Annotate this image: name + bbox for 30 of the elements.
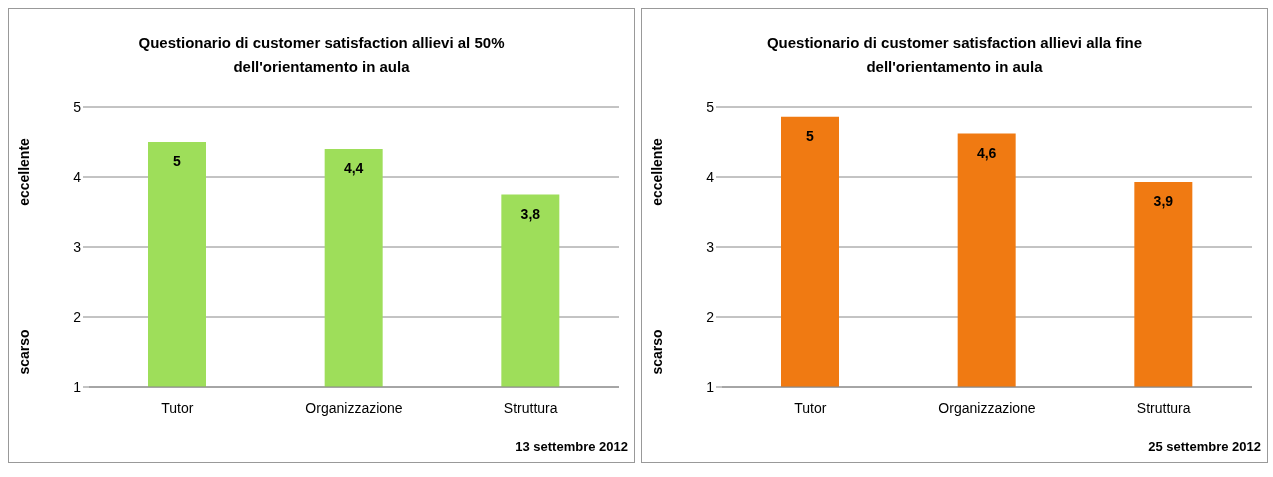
data-label: 5 <box>173 153 182 169</box>
text: scarso <box>649 329 665 375</box>
x-tick-label: Struttura <box>1136 399 1191 416</box>
y-tick-label: 2 <box>706 308 715 325</box>
y-tick-label: 1 <box>73 378 82 395</box>
y-tick-label: 3 <box>706 238 715 255</box>
data-label: 3,8 <box>520 205 541 222</box>
y-tick-label: 1 <box>706 378 715 395</box>
data-label: 3,9 <box>1153 192 1174 209</box>
text: eccellente <box>649 137 665 206</box>
y-tick-label: 2 <box>73 308 82 325</box>
y-tick-label: 4 <box>706 168 715 185</box>
text: scarso <box>16 329 32 375</box>
y-tick-label: 5 <box>706 98 715 115</box>
y-tick-label: 5 <box>73 98 82 115</box>
text: 13 settembre 2012 <box>515 439 628 454</box>
y-tick-label: 3 <box>73 238 82 255</box>
text: eccellente <box>16 137 32 206</box>
data-label: 5 <box>806 127 815 144</box>
x-tick-label: Organizzazione <box>938 399 1036 416</box>
chart-title: Questionario di customer satisfaction allievi al 50% dell'orientamento in aula <box>137 33 506 77</box>
y-tick-label: 4 <box>73 168 82 185</box>
x-tick-label: Organizzazione <box>305 399 403 416</box>
x-tick-label: Tutor <box>161 399 194 416</box>
x-tick-label: Struttura <box>503 399 558 416</box>
chart-title: Questionario di customer satisfaction allievi alla fine dell'orientamento in aula <box>765 33 1144 77</box>
x-tick-label: Tutor <box>794 399 827 416</box>
data-label: 4,6 <box>976 144 997 161</box>
text: 25 settembre 2012 <box>1148 439 1261 454</box>
data-label: 4,4 <box>343 160 364 176</box>
